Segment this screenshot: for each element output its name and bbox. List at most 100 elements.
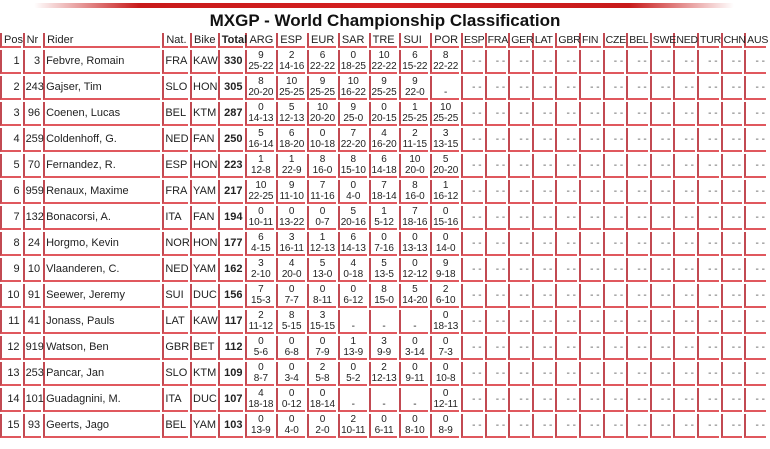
race-result-cell: 7 18-14 — [368, 180, 398, 204]
rider-cell[interactable]: Coldenhoff, G. — [43, 128, 161, 152]
table-row[interactable]: 12 919 Watson, Ben GBR BET 112 0 5-6 0 6-8 0 7-9 1 13… — [0, 336, 766, 360]
future-race-cell: - - — [602, 206, 625, 230]
rider-cell[interactable]: Horgmo, Kevin — [43, 232, 161, 256]
heat-results: 8-9 — [438, 425, 453, 436]
race-points — [340, 388, 367, 399]
total-cell: 107 — [217, 388, 244, 412]
future-race-cell: - - — [555, 362, 577, 386]
race-points: 1 — [442, 180, 449, 191]
col-race-cze: CZE — [602, 33, 626, 48]
future-race-cell: - - — [461, 180, 483, 204]
table-row[interactable]: 11 41 Jonass, Pauls LAT KAW 117 2 11-12 8 5-15 3 15… — [0, 310, 766, 334]
rider-cell[interactable]: Fernandez, R. — [43, 154, 161, 178]
rider-cell[interactable]: Vlaanderen, C. — [43, 258, 161, 282]
future-race-cell: - - — [626, 206, 648, 230]
table-row[interactable]: 3 96 Coenen, Lucas BEL KTM 287 0 14-13 5 12-13 10 2… — [0, 102, 766, 126]
race-result-cell: 0 8-9 — [430, 414, 460, 438]
future-race-cell: - - — [720, 128, 743, 152]
future-race-cell: - - — [720, 206, 743, 230]
race-points — [340, 310, 367, 321]
rider-cell[interactable]: Renaux, Maxime — [43, 180, 161, 204]
race-points: 0 — [412, 362, 418, 373]
rider-cell[interactable]: Guadagnini, M. — [43, 388, 161, 412]
rider-cell[interactable]: Geerts, Jago — [43, 414, 161, 438]
rider-cell[interactable]: Watson, Ben — [43, 336, 161, 360]
future-race-cell: - - — [744, 180, 766, 204]
rider-cell[interactable]: Jonass, Pauls — [43, 310, 161, 334]
race-points: 0 — [288, 336, 295, 347]
race-result-cell: 10 22-25 — [245, 180, 275, 204]
race-points: 3 — [288, 232, 295, 243]
race-points: 2 — [350, 414, 357, 425]
future-race-cell: - - — [508, 310, 530, 334]
race-points: 8 — [319, 154, 326, 165]
table-row[interactable]: 7 132 Bonacorsi, A. ITA FAN 194 0 10-11 0 13-22 0 0… — [0, 206, 766, 230]
future-race-cell: - - — [696, 206, 719, 230]
race-points: 10 — [286, 76, 298, 87]
table-row[interactable]: 1 3 Febvre, Romain FRA KAW 330 9 25-22 2 14-16 6 22… — [0, 50, 766, 74]
future-race-cell: - - — [555, 50, 577, 74]
table-row[interactable]: 14 101 Guadagnini, M. ITA DUC 107 4 18-18 0 0-12 0… — [0, 388, 766, 412]
table-row[interactable]: 8 24 Horgmo, Kevin NOR HON 177 6 4-15 3 16-11 1 12-… — [0, 232, 766, 256]
future-race-cell: - - — [461, 76, 483, 100]
nr-cell: 93 — [22, 414, 42, 438]
rider-cell[interactable]: Febvre, Romain — [43, 50, 161, 74]
future-race-cell: - - — [626, 414, 648, 438]
heat-results: 16-20 — [371, 139, 397, 150]
table-row[interactable]: 10 91 Seewer, Jeremy SUI DUC 156 7 15-3 0 7-7 0 8-1… — [0, 284, 766, 308]
heat-results: 12-11 — [433, 399, 458, 410]
heat-results: 25-25 — [371, 87, 397, 98]
heat-results: 15-22 — [402, 61, 428, 72]
race-result-cell: 6 22-22 — [307, 50, 336, 74]
race-result-cell: 0 7-16 — [368, 232, 398, 256]
race-points: 4 — [381, 128, 387, 139]
race-result-cell: - — [337, 310, 367, 334]
future-race-cell: - - — [720, 336, 743, 360]
rider-cell[interactable]: Coenen, Lucas — [43, 102, 161, 126]
future-race-cell: - - — [579, 232, 601, 256]
heat-results: 25-25 — [402, 113, 428, 124]
pos-cell: 6 — [0, 180, 21, 204]
future-race-cell: - - — [508, 206, 530, 230]
future-race-cell: - - — [461, 154, 483, 178]
race-result-cell: 10 20-0 — [399, 154, 429, 178]
table-row[interactable]: 13 253 Pancar, Jan SLO KTM 109 0 8-7 0 3-4 2 5-8 0 5-… — [0, 362, 766, 386]
race-result-cell: 2 14-16 — [276, 50, 306, 74]
col-race-bel: BEL — [626, 33, 649, 48]
race-points: 0 — [258, 362, 264, 373]
table-row[interactable]: 2 243 Gajser, Tim SLO HON 305 8 20-20 10 25-25 9 25… — [0, 76, 766, 100]
race-points: 3 — [258, 258, 264, 269]
future-race-cell: - - — [531, 414, 554, 438]
race-result-cell: 0 8-11 — [307, 284, 336, 308]
table-row[interactable]: 6 959 Renaux, Maxime FRA YAM 217 10 22-25 9 11-10… — [0, 180, 766, 204]
race-points: 0 — [288, 388, 295, 399]
race-points: 7 — [319, 180, 326, 191]
table-row[interactable]: 9 10 Vlaanderen, C. NED YAM 162 3 2-10 4 20-0 5 13-… — [0, 258, 766, 282]
rider-cell[interactable]: Gajser, Tim — [43, 76, 161, 100]
race-points: 5 — [412, 284, 418, 295]
table-row[interactable]: 4 259 Coldenhoff, G. NED FAN 250 5 16-14 6 18-20 0… — [0, 128, 766, 152]
rider-cell[interactable]: Pancar, Jan — [43, 362, 161, 386]
heat-results: 7-7 — [284, 295, 299, 306]
heat-results: - — [351, 399, 355, 410]
race-points: 0 — [288, 414, 295, 425]
table-row[interactable]: 15 93 Geerts, Jago BEL YAM 103 0 13-9 0 4-0 0 2-0 2 1… — [0, 414, 766, 438]
table-row[interactable]: 5 70 Fernandez, R. ESP HON 223 1 12-8 1 22-9 8 16-0… — [0, 154, 766, 178]
future-race-cell: - - — [508, 258, 530, 282]
future-race-cell: - - — [508, 388, 530, 412]
heat-results: 12-13 — [279, 113, 305, 124]
nat-cell: NOR — [162, 232, 190, 256]
future-race-cell: - - — [461, 284, 483, 308]
race-result-cell: 8 5-15 — [276, 310, 306, 334]
race-points: 2 — [412, 128, 418, 139]
race-result-cell: 8 15-0 — [368, 284, 398, 308]
race-points: 0 — [258, 102, 264, 113]
heat-results: 9-18 — [435, 269, 456, 280]
rider-cell[interactable]: Bonacorsi, A. — [43, 206, 161, 230]
race-points: 2 — [442, 284, 449, 295]
nat-cell: BEL — [162, 102, 189, 126]
race-points: 3 — [442, 128, 449, 139]
future-race-cell: - - — [484, 336, 507, 360]
race-points: 7 — [412, 206, 418, 217]
rider-cell[interactable]: Seewer, Jeremy — [43, 284, 161, 308]
